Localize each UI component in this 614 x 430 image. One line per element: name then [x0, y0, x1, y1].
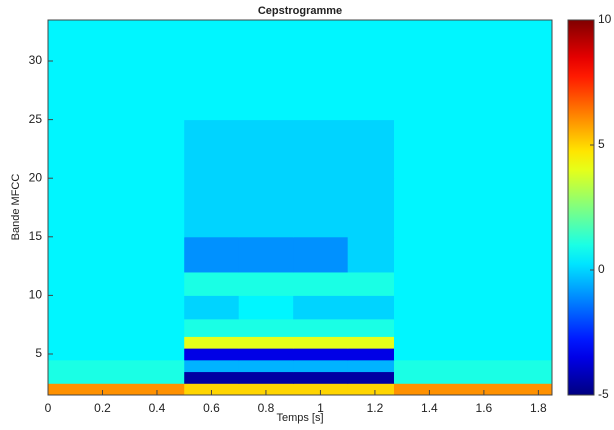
heatmap-cell [238, 271, 294, 296]
heatmap-cell [293, 119, 349, 179]
heatmap-cell [238, 236, 294, 273]
heatmap-cell [347, 383, 395, 396]
heatmap-cell [48, 236, 185, 273]
heatmap-cell [393, 359, 553, 373]
heatmap-cell [347, 119, 395, 179]
x-tick-label: 1.2 [367, 401, 384, 415]
heatmap-cell [293, 236, 349, 273]
heatmap-cell [184, 371, 240, 384]
colorbar-tick-label: -5 [598, 387, 609, 401]
x-tick-label: 1.6 [476, 401, 493, 415]
heatmap-cell [238, 295, 294, 320]
heatmap-cell [293, 336, 349, 349]
heatmap-cell [293, 178, 349, 238]
y-axis-label: Bande MFCC [10, 174, 22, 241]
x-tick-label: 0.6 [203, 401, 220, 415]
y-tick-label: 10 [29, 288, 43, 302]
heatmap-cell [347, 20, 395, 121]
heatmap-cell [393, 236, 553, 273]
heatmap-cell [347, 371, 395, 384]
heatmap-cell [238, 119, 294, 179]
heatmap-cell [293, 271, 349, 296]
heatmap-cell [393, 371, 553, 384]
heatmap-cell [347, 295, 395, 320]
heatmap-cell [347, 359, 395, 373]
heatmap-cell [293, 348, 349, 361]
heatmap-cell [184, 359, 240, 373]
heatmap-cell [393, 318, 553, 337]
heatmap-cell [347, 318, 395, 337]
heatmap-cell [293, 295, 349, 320]
heatmap-cell [293, 359, 349, 373]
heatmap-cell [293, 20, 349, 121]
heatmap-cell [293, 371, 349, 384]
heatmap-cell [184, 336, 240, 349]
y-tick-label: 15 [29, 229, 43, 243]
heatmap-cell [347, 271, 395, 296]
plot-frame [47, 19, 553, 396]
heatmap-cell [184, 348, 240, 361]
heatmap-cell [238, 318, 294, 337]
heatmap-cell [184, 271, 240, 296]
heatmap-cell [293, 383, 349, 396]
heatmap-cell [184, 236, 240, 273]
heatmap-cell [48, 318, 185, 337]
colorbar [567, 19, 595, 396]
x-tick-label: 1 [317, 401, 324, 415]
heatmap-cell [347, 236, 395, 273]
heatmap-cell [393, 119, 553, 179]
heatmap-cell [48, 178, 185, 238]
heatmap-cell [238, 359, 294, 373]
chart-title: Cepstrogramme [258, 5, 342, 17]
colorbar-tick-label: 0 [598, 262, 605, 276]
heatmap-cell [184, 383, 240, 396]
y-tick-label: 20 [29, 170, 43, 184]
x-tick-label: 0.8 [258, 401, 275, 415]
heatmap-cell [48, 295, 185, 320]
heatmap-cell [238, 336, 294, 349]
heatmap-cell [238, 20, 294, 121]
heatmap-cell [393, 348, 553, 361]
heatmap-cell [238, 348, 294, 361]
x-tick-label: 1.4 [421, 401, 438, 415]
heatmap-cell [48, 119, 185, 179]
heatmap-cell [393, 178, 553, 238]
heatmap-cell [184, 295, 240, 320]
x-tick-label: 0 [45, 401, 52, 415]
heatmap-cell [48, 271, 185, 296]
heatmap-cell [48, 383, 185, 396]
colorbar-tick-label: 5 [598, 137, 605, 151]
heatmap-cell [184, 318, 240, 337]
x-axis-label: Temps [s] [276, 412, 323, 424]
y-tick-label: 25 [29, 112, 43, 126]
heatmap-cell [238, 383, 294, 396]
heatmap-cell [238, 371, 294, 384]
heatmap-cell [347, 178, 395, 238]
heatmap-cell [393, 20, 553, 121]
heatmap-cell [293, 318, 349, 337]
heatmap-cell [393, 336, 553, 349]
y-tick-label: 5 [35, 346, 42, 360]
heatmap-cell [48, 20, 185, 121]
heatmap-cell [48, 348, 185, 361]
y-tick-label: 30 [29, 53, 43, 67]
heatmap-cell [48, 371, 185, 384]
heatmap-cell [48, 359, 185, 373]
heatmap-cell [393, 383, 553, 396]
heatmap-cell [347, 336, 395, 349]
heatmap-cell [393, 295, 553, 320]
heatmap-cell [184, 20, 240, 121]
heatmap-cell [393, 271, 553, 296]
x-tick-label: 0.2 [94, 401, 111, 415]
x-tick-label: 1.8 [530, 401, 547, 415]
heatmap-cell [184, 119, 240, 179]
heatmap-cell [184, 178, 240, 238]
x-tick-label: 0.4 [149, 401, 166, 415]
colorbar-tick-label: 10 [598, 12, 612, 26]
heatmap-cell [347, 348, 395, 361]
heatmap-cell [238, 178, 294, 238]
heatmap-cell [48, 336, 185, 349]
